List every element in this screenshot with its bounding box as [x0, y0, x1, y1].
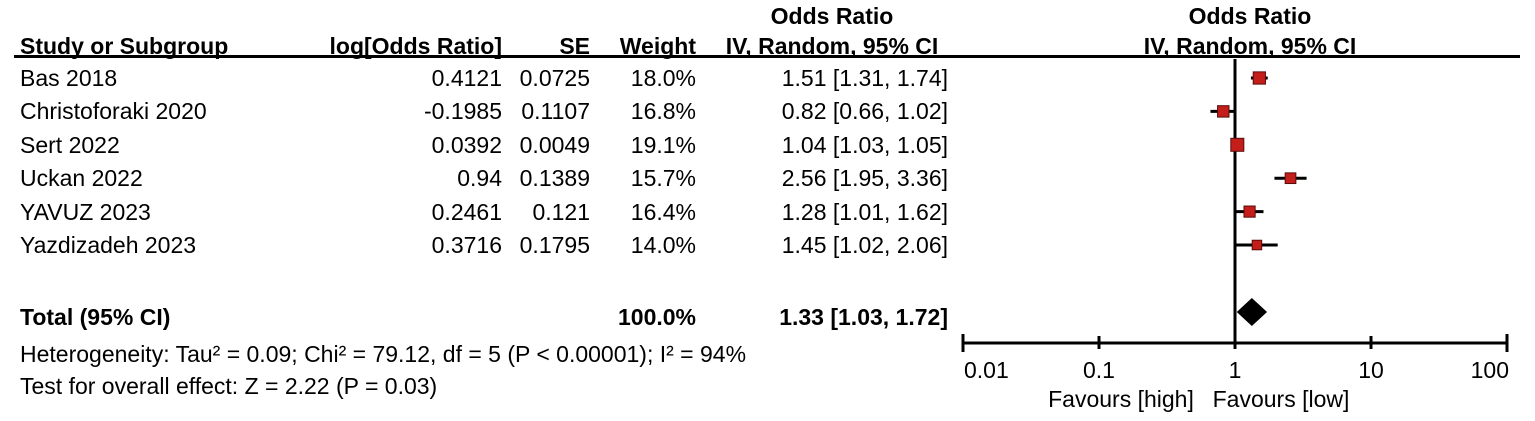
axis-tick-label: 10 [1358, 357, 1384, 383]
study-row: YAVUZ 2023 0.2461 0.121 16.4% 1.28 [1.01, 1.… [0, 195, 1535, 229]
weight-value: 18.0% [630, 65, 696, 91]
study-marker [1284, 172, 1297, 185]
or-column-subtitle: IV, Random, 95% CI [725, 33, 939, 59]
log-odds-ratio-value: 0.94 [457, 165, 502, 192]
axis-tick-label: 0.01 [964, 357, 1009, 383]
or-ci-value: 1.45 [1.02, 2.06] [781, 232, 948, 258]
study-marker [1252, 71, 1266, 85]
study-marker [1243, 205, 1256, 218]
total-diamond [1236, 298, 1268, 326]
column-header-weight: Weight [619, 33, 696, 59]
or-ci-value: 0.82 [0.66, 1.02] [781, 98, 948, 125]
log-odds-ratio-value: 0.0392 [431, 131, 502, 158]
axis-tick-label: 100 [1471, 357, 1509, 383]
weight-value: 14.0% [630, 232, 696, 258]
heterogeneity-text: Heterogeneity: Tau² = 0.09; Chi² = 79.12… [20, 341, 747, 367]
header-row-titles: Odds Ratio Odds Ratio [0, 2, 1535, 30]
study-name: Sert 2022 [20, 131, 120, 158]
or-ci-value: 1.04 [1.03, 1.05] [781, 131, 948, 158]
or-ci-value: 1.28 [1.01, 1.62] [781, 198, 948, 225]
column-header-se: SE [559, 33, 590, 59]
plot-column-title: Odds Ratio [1188, 3, 1312, 29]
log-odds-ratio-value: -0.1985 [423, 98, 502, 125]
favours-left-label: Favours [high] [1048, 386, 1194, 412]
column-header-log-odds-ratio: log[Odds Ratio] [329, 33, 502, 59]
se-value: 0.121 [532, 198, 590, 225]
overall-effect-text: Test for overall effect: Z = 2.22 (P = 0… [20, 373, 438, 399]
study-row: Sert 2022 0.0392 0.0049 19.1% 1.04 [1.03, 1.… [0, 128, 1535, 162]
total-weight: 100.0% [617, 304, 696, 330]
study-row: Yazdizadeh 2023 0.3716 0.1795 14.0% 1.45 [1.… [0, 228, 1535, 262]
overall-effect-row: Test for overall effect: Z = 2.22 (P = 0… [0, 369, 1535, 403]
or-column-title: Odds Ratio [770, 3, 894, 29]
weight-value: 16.8% [630, 98, 696, 125]
plot-column-subtitle: IV, Random, 95% CI [1143, 33, 1357, 59]
or-ci-value: 2.56 [1.95, 3.36] [781, 165, 948, 192]
study-row: Uckan 2022 0.94 0.1389 15.7% 2.56 [1.95, 3.3… [0, 161, 1535, 195]
log-odds-ratio-value: 0.4121 [431, 65, 502, 91]
se-value: 0.0049 [519, 131, 590, 158]
se-value: 0.0725 [519, 65, 590, 91]
study-marker [1230, 137, 1245, 152]
study-name: Bas 2018 [20, 65, 118, 91]
study-marker [1217, 105, 1230, 118]
header-row-columns: Study or Subgroup log[Odds Ratio] SE Wei… [0, 32, 1535, 60]
header-underline [14, 55, 1520, 58]
axis-tick-label: 1 [1229, 357, 1242, 383]
total-or-ci: 1.33 [1.03, 1.72] [779, 304, 948, 330]
study-row: Christoforaki 2020 -0.1985 0.1107 16.8% 0.82… [0, 94, 1535, 128]
column-header-study: Study or Subgroup [20, 33, 229, 59]
study-name: Yazdizadeh 2023 [20, 232, 197, 258]
study-name: YAVUZ 2023 [20, 198, 151, 225]
se-value: 0.1107 [521, 98, 590, 125]
axis-tick-label: 0.1 [1083, 357, 1115, 383]
log-odds-ratio-value: 0.3716 [431, 232, 502, 258]
weight-value: 15.7% [630, 165, 696, 192]
log-odds-ratio-value: 0.2461 [431, 198, 502, 225]
total-label: Total (95% CI) [20, 304, 171, 330]
study-name: Uckan 2022 [20, 165, 143, 192]
study-marker [1251, 239, 1263, 251]
heterogeneity-row: Heterogeneity: Tau² = 0.09; Chi² = 79.12… [0, 337, 1535, 371]
weight-value: 19.1% [630, 131, 696, 158]
weight-value: 16.4% [630, 198, 696, 225]
favours-right-label: Favours [low] [1213, 386, 1350, 412]
study-row: Bas 2018 0.4121 0.0725 18.0% 1.51 [1.31, 1.7… [0, 61, 1535, 95]
total-row: Total (95% CI) 100.0% 1.33 [1.03, 1.72] [0, 300, 1535, 334]
se-value: 0.1389 [519, 165, 590, 192]
se-value: 0.1795 [519, 232, 590, 258]
study-name: Christoforaki 2020 [20, 98, 207, 125]
or-ci-value: 1.51 [1.31, 1.74] [781, 65, 948, 91]
